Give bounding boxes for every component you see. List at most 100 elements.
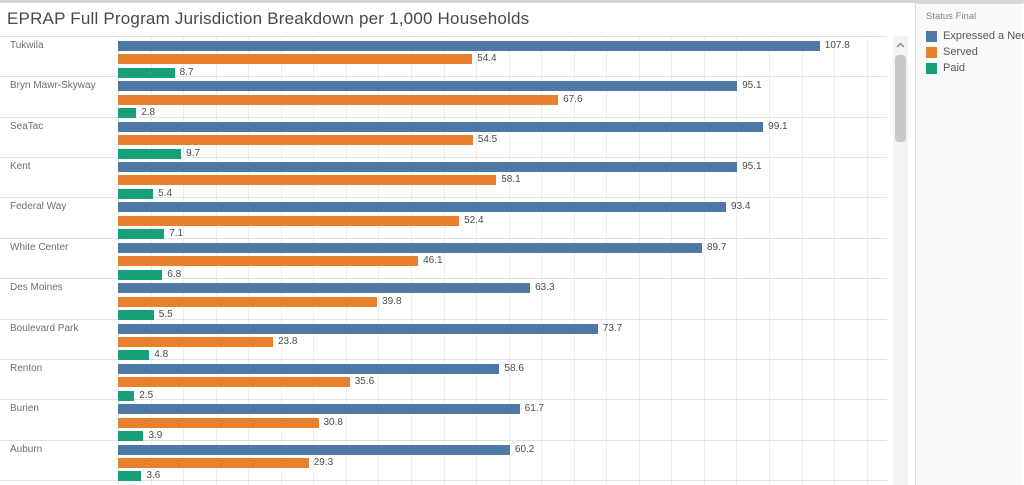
gridline [866, 37, 868, 485]
chart-title: EPRAP Full Program Jurisdiction Breakdow… [7, 9, 530, 28]
bar-value-label: 60.2 [514, 443, 535, 455]
bar-value-label: 9.7 [186, 147, 201, 159]
bar-value-label: 107.8 [824, 40, 850, 51]
bar-served[interactable] [118, 215, 460, 226]
gridline [573, 37, 575, 485]
row-label[interactable]: Bryn Mawr-Skyway [10, 80, 96, 92]
chart-row: Bryn Mawr-Skyway 95.1 67.6 2.8 [0, 77, 887, 119]
bar-paid[interactable] [118, 148, 182, 159]
chart-row: Tukwila 107.8 54.4 8.7 [0, 37, 887, 78]
bar-value-label: 67.6 [563, 93, 583, 105]
gridline [736, 37, 738, 485]
bar-served[interactable] [118, 457, 309, 468]
bar-value-label: 54.4 [477, 53, 497, 65]
gridline [703, 37, 705, 485]
bar-expressed-a-need[interactable] [118, 283, 531, 294]
bar-served[interactable] [118, 296, 378, 307]
row-label[interactable]: Burien [10, 403, 39, 415]
bar-paid[interactable] [118, 309, 154, 320]
row-label[interactable]: Kent [10, 161, 31, 173]
bar-value-label: 2.8 [141, 107, 156, 119]
bar-value-label: 52.4 [464, 214, 484, 226]
bar-expressed-a-need[interactable] [118, 363, 500, 374]
bar-served[interactable] [118, 417, 319, 428]
bar-value-label: 30.8 [323, 416, 343, 428]
scrollbar-up-button[interactable] [893, 36, 908, 52]
chart-row: Boulevard Park 73.7 23.8 4.8 [0, 320, 887, 361]
gridline [671, 37, 673, 485]
bar-value-label: 8.7 [179, 66, 194, 78]
bar-paid[interactable] [118, 471, 142, 482]
legend-swatch-icon [926, 30, 937, 42]
scrollbar-thumb[interactable] [895, 55, 906, 142]
bar-served[interactable] [118, 135, 473, 146]
legend-item[interactable]: Paid [916, 60, 1023, 76]
bar-paid[interactable] [118, 269, 163, 280]
bar-value-label: 89.7 [706, 241, 727, 253]
bar-expressed-a-need[interactable] [118, 444, 510, 455]
gridline [834, 37, 836, 485]
legend-title: Status Final [926, 11, 977, 22]
bar-expressed-a-need[interactable] [118, 121, 764, 132]
bar-expressed-a-need[interactable] [118, 41, 820, 51]
chart-row: SeaTac 99.1 54.5 9.7 [0, 118, 887, 159]
bar-value-label: 6.8 [167, 268, 182, 280]
bar-paid[interactable] [118, 350, 150, 361]
gridline [541, 37, 543, 485]
row-label[interactable]: SeaTac [10, 120, 44, 132]
bar-expressed-a-need[interactable] [118, 323, 598, 334]
bar-served[interactable] [118, 175, 497, 186]
row-label[interactable]: Auburn [10, 443, 43, 455]
bar-value-label: 7.1 [169, 228, 184, 240]
chart-row: Auburn 60.2 29.3 3.6 [0, 441, 887, 482]
legend-swatch-icon [926, 46, 937, 58]
bar-value-label: 95.1 [742, 161, 762, 173]
bar-paid[interactable] [118, 67, 175, 78]
bar-value-label: 46.1 [423, 255, 443, 267]
bar-value-label: 29.3 [313, 456, 334, 468]
bar-value-label: 95.1 [742, 80, 762, 92]
bar-paid[interactable] [118, 390, 135, 401]
gridline [638, 37, 640, 485]
bar-value-label: 39.8 [382, 295, 402, 307]
chevron-up-icon [896, 35, 905, 53]
bar-value-label: 63.3 [535, 282, 555, 294]
row-label[interactable]: Boulevard Park [10, 322, 79, 334]
legend-item[interactable]: Expressed a Need [916, 28, 1024, 44]
row-label[interactable]: White Center [10, 241, 69, 253]
row-label[interactable]: Federal Way [10, 201, 67, 213]
bar-expressed-a-need[interactable] [118, 242, 702, 253]
bar-paid[interactable] [118, 188, 154, 199]
bar-paid[interactable] [118, 431, 144, 442]
bar-paid[interactable] [118, 229, 165, 240]
top-border-strip [0, 0, 1024, 3]
vertical-scrollbar[interactable] [893, 36, 908, 485]
bar-expressed-a-need[interactable] [118, 81, 738, 92]
bar-served[interactable] [118, 377, 350, 388]
chart-row: Kent 95.1 58.1 5.4 [0, 158, 887, 199]
bar-value-label: 35.6 [354, 376, 375, 388]
gridline [606, 37, 608, 485]
row-label[interactable]: Des Moines [10, 282, 63, 294]
bar-value-label: 3.9 [148, 430, 163, 442]
bar-paid[interactable] [118, 108, 137, 119]
row-label[interactable]: Renton [10, 362, 43, 374]
bar-served[interactable] [118, 54, 473, 65]
bar-expressed-a-need[interactable] [118, 404, 520, 415]
legend-items: Expressed a Need Served Paid [916, 28, 1024, 76]
bar-expressed-a-need[interactable] [118, 202, 727, 213]
bar-value-label: 2.5 [139, 389, 154, 401]
chart-row: Burien 61.7 30.8 3.9 [0, 400, 887, 442]
bar-expressed-a-need[interactable] [118, 162, 738, 173]
bar-served[interactable] [118, 336, 273, 347]
legend-item[interactable]: Served [916, 44, 1023, 60]
bar-value-label: 58.1 [501, 174, 521, 186]
legend-item-label: Paid [943, 62, 966, 74]
row-label[interactable]: Tukwila [10, 40, 44, 51]
bar-served[interactable] [118, 256, 419, 267]
bar-value-label: 5.5 [158, 308, 173, 320]
chart-row: Des Moines 63.3 39.8 5.5 [0, 279, 887, 320]
bar-served[interactable] [118, 94, 559, 105]
bar-value-label: 93.4 [731, 201, 751, 213]
chart-row: Renton 58.6 35.6 2.5 [0, 360, 887, 401]
